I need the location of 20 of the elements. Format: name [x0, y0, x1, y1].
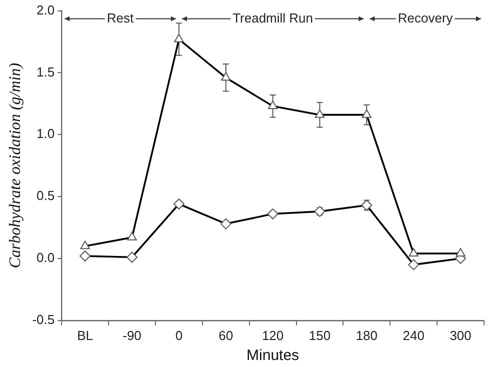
y-axis-title: Carbohydrate oxidation (g/min) [6, 62, 24, 268]
x-tick-label: BL [77, 328, 94, 343]
y-tick-label: 0.0 [36, 250, 55, 266]
y-tick-label: 1.5 [36, 64, 55, 80]
y-tick-label: 0.5 [36, 188, 55, 204]
y-tick-label: 1.0 [36, 126, 55, 142]
x-tick-label: 180 [356, 328, 378, 343]
y-tick-label: 2.0 [36, 2, 55, 18]
y-tick-label: -0.5 [32, 312, 55, 327]
x-tick-label: 240 [402, 328, 424, 343]
annotation: Rest [106, 10, 134, 26]
x-tick-label: -90 [122, 328, 142, 343]
x-axis-title: Minutes [246, 347, 300, 364]
x-tick-label: 300 [450, 328, 472, 343]
annotation: Recovery [398, 10, 454, 26]
x-tick-label: 0 [175, 328, 183, 343]
x-tick-label: 60 [218, 328, 234, 343]
x-tick-label: 120 [262, 328, 284, 343]
annotation: Treadmill Run [232, 10, 314, 26]
x-tick-label: 150 [308, 328, 331, 343]
